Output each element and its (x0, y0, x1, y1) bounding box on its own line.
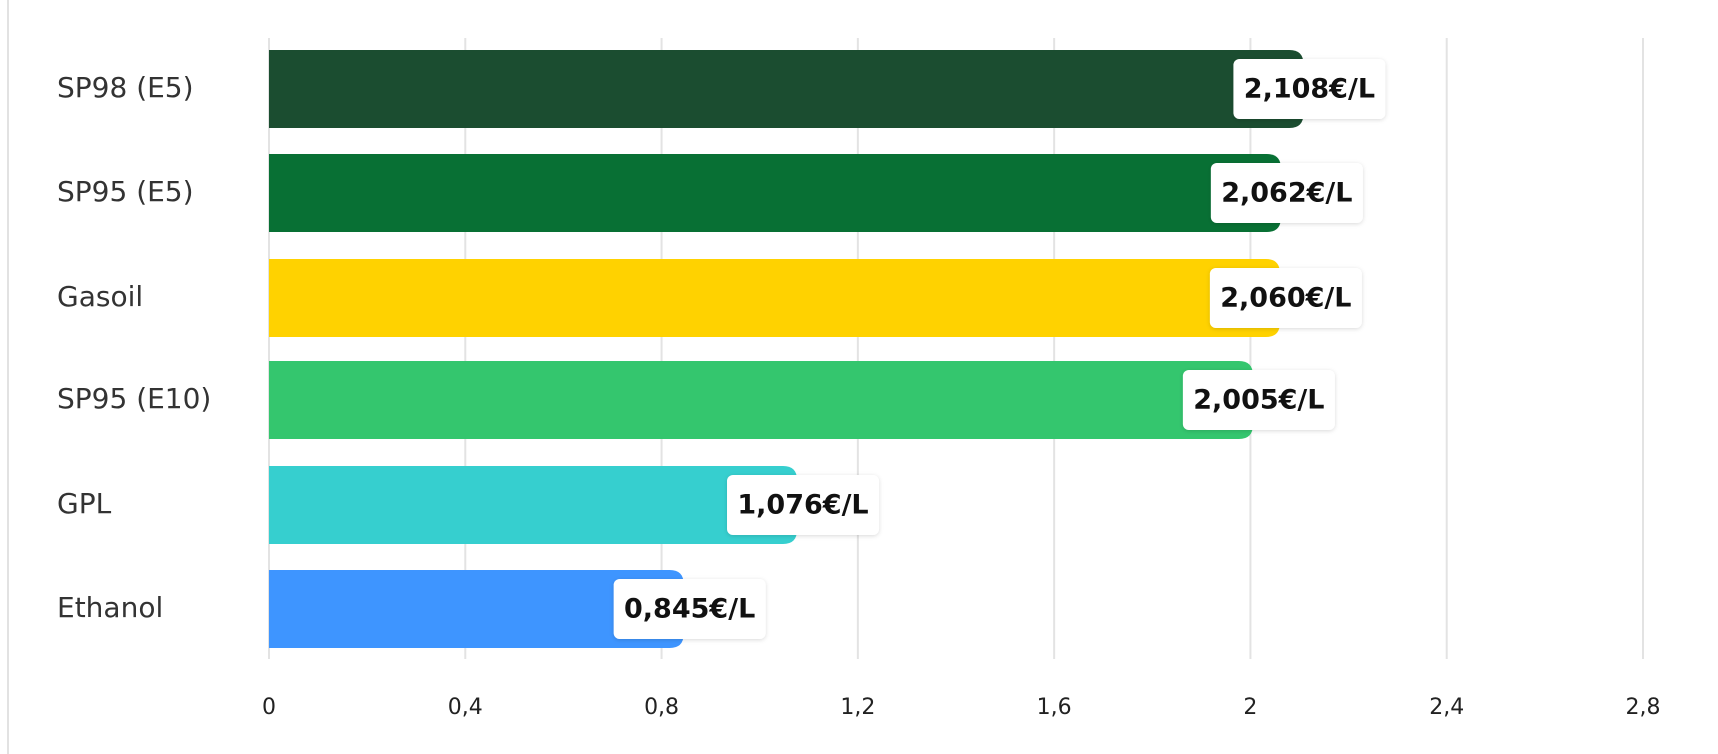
value-label-box (727, 475, 880, 535)
value-label-box (1210, 163, 1363, 223)
x-tick-label: 0,8 (644, 695, 679, 720)
bar (269, 50, 1304, 128)
value-label-box (1209, 268, 1362, 328)
value-label: 2,060€/L (1220, 283, 1351, 314)
bar (269, 259, 1280, 337)
value-label: 0,845€/L (624, 594, 755, 625)
x-tick-label: 1,2 (840, 695, 875, 720)
x-tick-label: 2,4 (1429, 695, 1464, 720)
value-label: 2,108€/L (1244, 74, 1375, 105)
category-label: SP98 (E5) (57, 71, 194, 104)
value-label: 2,062€/L (1221, 178, 1352, 209)
category-label: GPL (57, 487, 112, 520)
bar (269, 466, 798, 544)
category-label: SP95 (E10) (57, 382, 211, 415)
x-tick-label: 2 (1243, 695, 1257, 720)
value-label: 2,005€/L (1193, 385, 1324, 416)
value-label: 1,076€/L (737, 490, 868, 521)
value-label-box (613, 579, 766, 639)
x-tick-label: 2,8 (1626, 695, 1661, 720)
x-tick-label: 0 (262, 695, 276, 720)
x-tick-label: 1,6 (1037, 695, 1072, 720)
category-label: Gasoil (57, 280, 143, 313)
value-label-box (1233, 59, 1386, 119)
category-label: SP95 (E5) (57, 175, 194, 208)
bar (269, 570, 684, 648)
bar (269, 154, 1281, 232)
category-label: Ethanol (57, 591, 163, 624)
x-tick-label: 0,4 (448, 695, 483, 720)
value-label-box (1182, 370, 1335, 430)
bar (269, 361, 1253, 439)
